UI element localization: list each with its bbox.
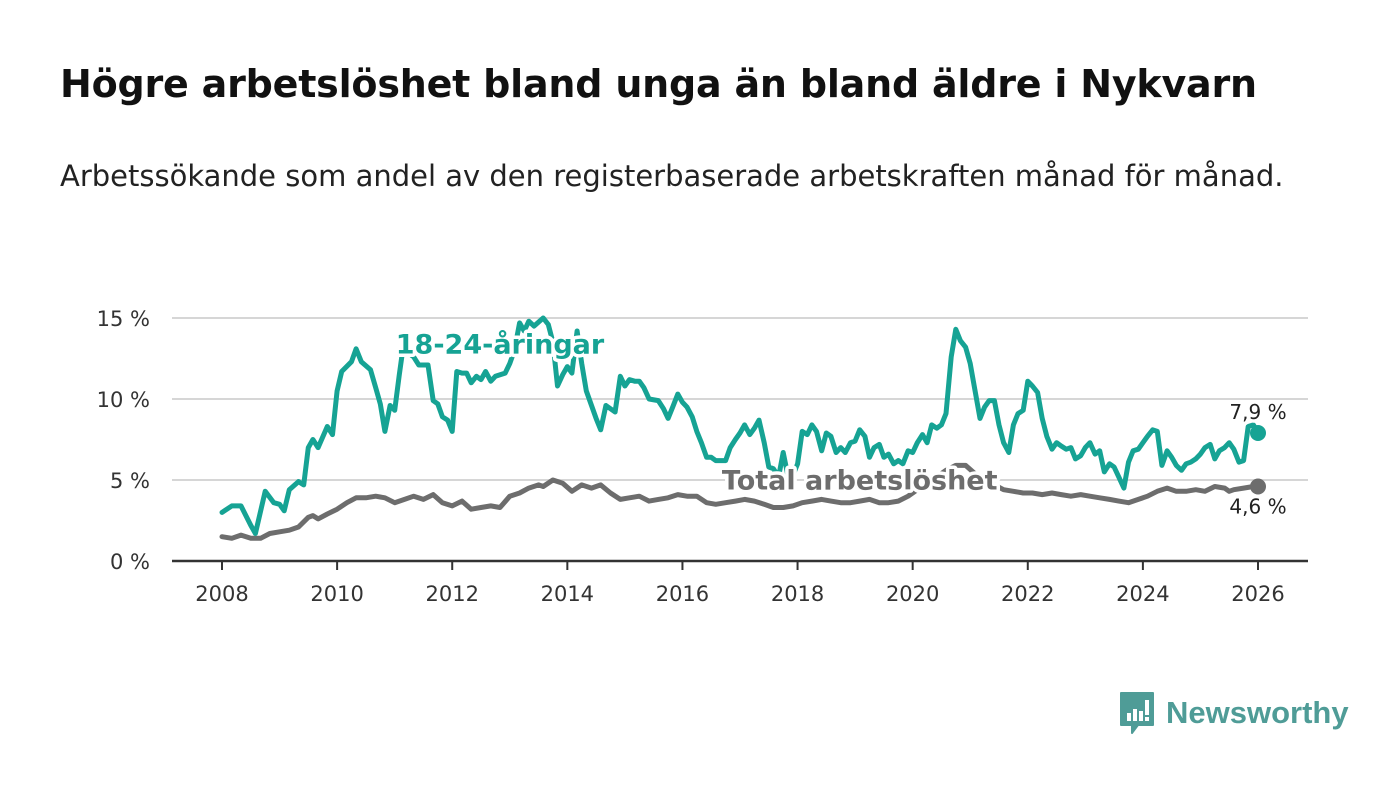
end-value-label-youth-halo: 7,9 % [1229, 400, 1286, 424]
end-value-label-total-halo: 4,6 % [1229, 494, 1286, 518]
end-value-label-total-text: 4,6 % [1229, 494, 1286, 518]
series-end-point-youth [1250, 425, 1266, 442]
y-tick-label: 10 % [97, 388, 150, 412]
x-tick-label: 2008 [195, 582, 248, 606]
series-label-total-text: Total arbetslöshet [722, 466, 998, 497]
series-line-total [219, 462, 1261, 541]
x-axis-ticks: 2008 2010 2012 2014 2016 2018 2020 2022 2024 2026 [172, 559, 1308, 606]
end-value-label-total: 4,6 %4,6 % [1226, 491, 1290, 522]
series-end-point-total [1250, 478, 1266, 495]
y-tick-label: 0 % [110, 550, 150, 574]
brand-name: Newsworthy [1166, 695, 1349, 730]
gridlines [172, 317, 1308, 481]
x-tick-label: 2010 [310, 582, 363, 606]
y-tick-label: 5 % [110, 469, 150, 493]
series-label-youth-text: 18-24-åringar [396, 329, 605, 361]
x-tick-label: 2018 [771, 582, 824, 606]
x-tick-label: 2014 [541, 582, 594, 606]
series-lines [219, 315, 1266, 541]
y-tick-label: 15 % [97, 307, 150, 331]
y-axis-ticks: 0 % 5 % 10 % 15 % [97, 307, 150, 574]
series-label-total-halo: Total arbetslöshet [722, 466, 998, 497]
x-tick-label: 2022 [1001, 582, 1054, 606]
x-tick-label: 2026 [1231, 582, 1284, 606]
x-tick-label: 2020 [886, 582, 939, 606]
bar-chart-speech-bubble-icon [1120, 692, 1154, 734]
x-tick-label: 2016 [656, 582, 709, 606]
chart-subtitle: Arbetssökande som andel av den registerb… [60, 159, 1284, 193]
series-line-youth [219, 315, 1261, 536]
x-tick-label: 2012 [425, 582, 478, 606]
series-label-youth-halo: 18-24-åringar [396, 329, 605, 361]
newsworthy-logo: Newsworthy [1118, 690, 1349, 736]
end-value-label-youth-text: 7,9 % [1229, 400, 1286, 424]
x-tick-label: 2024 [1116, 582, 1169, 606]
end-value-label-youth: 7,9 %7,9 % [1226, 397, 1290, 428]
chart-title: Högre arbetslöshet bland unga än bland ä… [60, 62, 1257, 106]
